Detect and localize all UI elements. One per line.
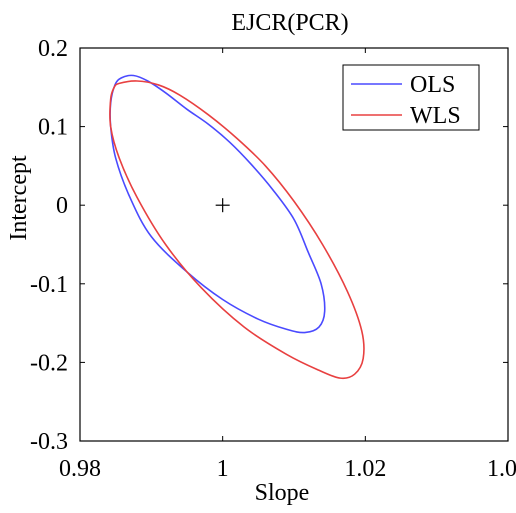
series-ols-ellipse — [109, 74, 326, 334]
y-tick-label: -0.1 — [30, 272, 68, 298]
legend-box — [342, 64, 480, 131]
y-tick-label: 0.1 — [38, 115, 68, 141]
legend: OLS WLS — [342, 64, 480, 131]
x-tick-label: 1.04 — [487, 456, 516, 482]
series-layer — [109, 74, 365, 380]
x-tick-label: 1.02 — [344, 456, 386, 482]
x-tick-label: 0.98 — [59, 456, 101, 482]
y-tick-label: 0 — [56, 193, 68, 219]
y-axis-label: Intercept — [6, 155, 32, 241]
series-wls-ellipse — [109, 80, 365, 380]
x-tick-label: 1 — [217, 456, 229, 482]
x-axis: 0.98 1 1.02 1.04 — [59, 48, 516, 482]
y-tick-label: -0.3 — [30, 429, 68, 455]
x-axis-label: Slope — [255, 480, 310, 506]
legend-label-wls: WLS — [410, 103, 461, 129]
legend-label-ols: OLS — [410, 72, 455, 98]
y-axis: -0.3 -0.2 -0.1 0 0.1 0.2 — [30, 36, 508, 455]
ideal-point-layer — [215, 198, 230, 213]
y-tick-label: 0.2 — [38, 36, 68, 62]
y-tick-label: -0.2 — [30, 350, 68, 376]
chart-title: EJCR(PCR) — [231, 10, 348, 36]
ideal-point-marker — [215, 198, 230, 213]
